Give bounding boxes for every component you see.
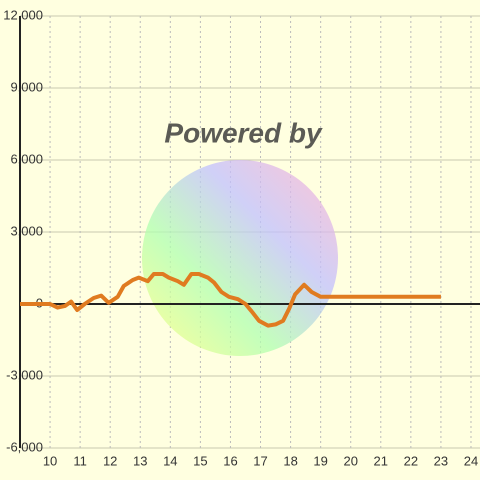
x-tick-label: 20 <box>343 453 357 468</box>
x-tick-label: 21 <box>374 453 388 468</box>
watermark-logo <box>142 160 338 356</box>
x-tick-label: 15 <box>193 453 207 468</box>
x-tick-label: 23 <box>434 453 448 468</box>
x-tick-label: 13 <box>133 453 147 468</box>
y-tick-label: 12,000 <box>3 7 43 22</box>
x-tick-label: 14 <box>163 453 177 468</box>
x-tick-label: 16 <box>223 453 237 468</box>
data-line <box>20 272 441 328</box>
watermark: Powered by <box>164 117 323 148</box>
y-tick-label: 9,000 <box>10 79 43 94</box>
y-tick-label: -3,000 <box>6 367 43 382</box>
x-tick-label: 17 <box>253 453 267 468</box>
x-tick-label: 12 <box>103 453 117 468</box>
x-tick-label: 11 <box>73 453 87 468</box>
x-tick-label: 18 <box>283 453 297 468</box>
x-tick-label: 22 <box>404 453 418 468</box>
x-tick-label: 24 <box>464 453 478 468</box>
x-tick-label: 19 <box>313 453 327 468</box>
x-tick-label: 10 <box>43 453 57 468</box>
y-tick-label: -6,000 <box>6 439 43 454</box>
y-tick-label: 6,000 <box>10 151 43 166</box>
y-tick-label: 3,000 <box>10 223 43 238</box>
